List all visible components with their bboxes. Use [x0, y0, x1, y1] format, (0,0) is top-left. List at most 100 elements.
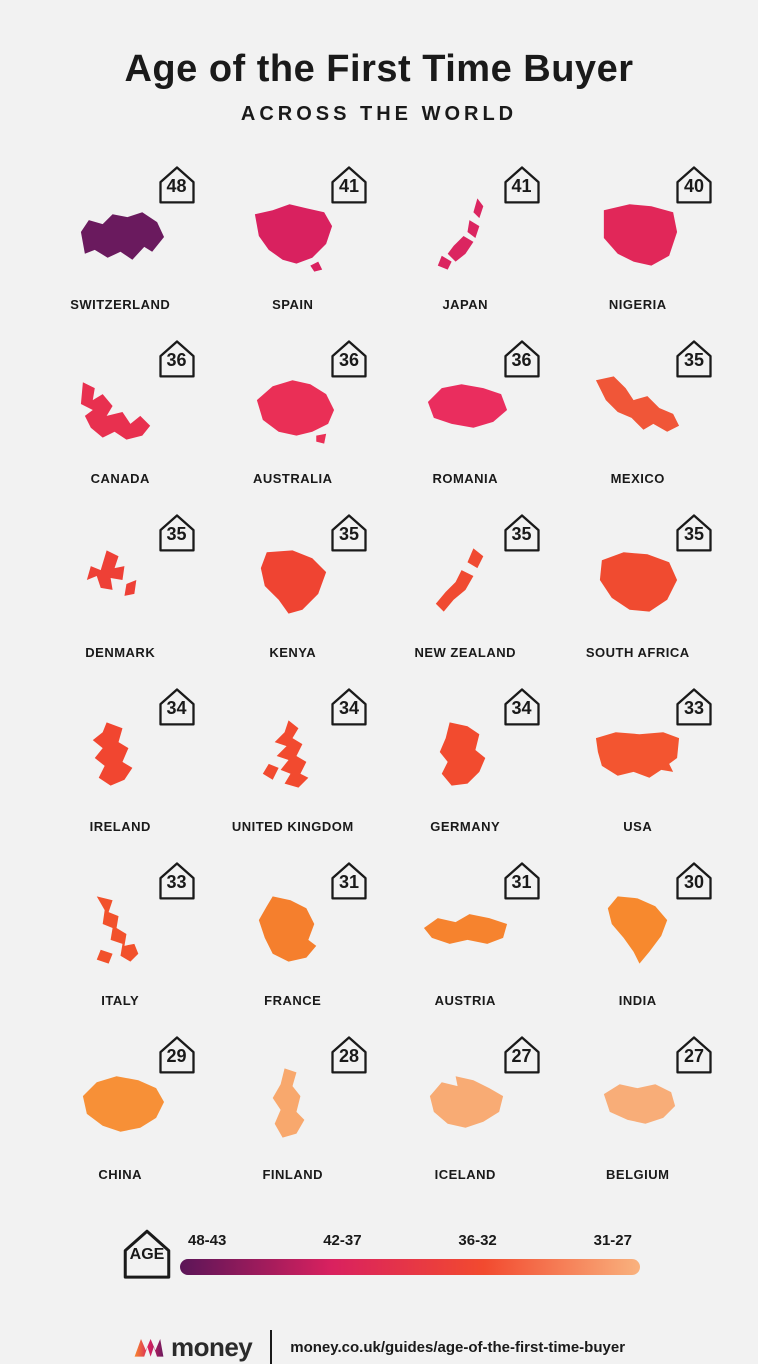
country-cell: 34 GERMANY	[385, 686, 546, 834]
footer-divider	[270, 1330, 272, 1364]
country-label: SOUTH AFRICA	[558, 645, 719, 660]
country-label: JAPAN	[385, 297, 546, 312]
country-label: AUSTRIA	[385, 993, 546, 1008]
age-house-icon: 35	[327, 510, 371, 554]
legend-gradient-bar	[180, 1259, 640, 1275]
country-cell: 36 ROMANIA	[385, 338, 546, 486]
country-label: SWITZERLAND	[40, 297, 201, 312]
country-cell: 40 NIGERIA	[558, 164, 719, 312]
age-value: 35	[155, 524, 199, 545]
legend-range-labels: 48-43 42-37 36-32 31-27	[180, 1232, 640, 1249]
age-house-icon: 34	[327, 684, 371, 728]
age-value: 31	[327, 872, 371, 893]
age-value: 31	[500, 872, 544, 893]
country-cell: 27 ICELAND	[385, 1034, 546, 1182]
age-value: 36	[327, 350, 371, 371]
country-cell: 31 AUSTRIA	[385, 860, 546, 1008]
legend-house-icon: AGE	[118, 1224, 176, 1282]
age-value: 41	[327, 176, 371, 197]
country-cell: 30 INDIA	[558, 860, 719, 1008]
country-cell: 48 SWITZERLAND	[40, 164, 201, 312]
country-cell: 36 CANADA	[40, 338, 201, 486]
country-label: CHINA	[40, 1167, 201, 1182]
country-cell: 29 CHINA	[40, 1034, 201, 1182]
age-house-icon: 28	[327, 1032, 371, 1076]
country-label: FRANCE	[213, 993, 374, 1008]
age-house-icon: 34	[155, 684, 199, 728]
age-value: 35	[500, 524, 544, 545]
age-value: 34	[327, 698, 371, 719]
age-house-icon: 30	[672, 858, 716, 902]
country-grid: 48 SWITZERLAND 41 SPAIN 41 JAPAN	[40, 164, 718, 1182]
age-value: 34	[155, 698, 199, 719]
country-cell: 41 JAPAN	[385, 164, 546, 312]
country-label: ROMANIA	[385, 471, 546, 486]
country-cell: 35 SOUTH AFRICA	[558, 512, 719, 660]
country-label: USA	[558, 819, 719, 834]
age-value: 35	[327, 524, 371, 545]
country-cell: 33 ITALY	[40, 860, 201, 1008]
legend: AGE 48-43 42-37 36-32 31-27	[40, 1224, 718, 1282]
age-house-icon: 36	[327, 336, 371, 380]
age-value: 28	[327, 1046, 371, 1067]
legend-range: 31-27	[594, 1232, 632, 1249]
country-label: BELGIUM	[558, 1167, 719, 1182]
legend-range: 42-37	[323, 1232, 361, 1249]
age-value: 41	[500, 176, 544, 197]
legend-range: 48-43	[188, 1232, 226, 1249]
country-label: UNITED KINGDOM	[213, 819, 374, 834]
age-house-icon: 31	[500, 858, 544, 902]
country-cell: 28 FINLAND	[213, 1034, 374, 1182]
age-house-icon: 36	[155, 336, 199, 380]
age-house-icon: 33	[155, 858, 199, 902]
brand-logo: money	[133, 1332, 252, 1363]
age-value: 27	[672, 1046, 716, 1067]
age-value: 48	[155, 176, 199, 197]
country-label: CANADA	[40, 471, 201, 486]
age-house-icon: 27	[672, 1032, 716, 1076]
country-cell: 35 NEW ZEALAND	[385, 512, 546, 660]
country-cell: 31 FRANCE	[213, 860, 374, 1008]
age-value: 35	[672, 524, 716, 545]
age-house-icon: 35	[500, 510, 544, 554]
country-cell: 27 BELGIUM	[558, 1034, 719, 1182]
age-house-icon: 48	[155, 162, 199, 206]
title: Age of the First Time Buyer	[40, 48, 718, 91]
age-value: 33	[672, 698, 716, 719]
age-house-icon: 34	[500, 684, 544, 728]
country-label: NIGERIA	[558, 297, 719, 312]
country-cell: 41 SPAIN	[213, 164, 374, 312]
country-cell: 35 DENMARK	[40, 512, 201, 660]
country-label: AUSTRALIA	[213, 471, 374, 486]
country-label: DENMARK	[40, 645, 201, 660]
country-label: IRELAND	[40, 819, 201, 834]
age-house-icon: 40	[672, 162, 716, 206]
country-cell: 33 USA	[558, 686, 719, 834]
age-value: 40	[672, 176, 716, 197]
country-label: ITALY	[40, 993, 201, 1008]
age-value: 29	[155, 1046, 199, 1067]
age-house-icon: 41	[500, 162, 544, 206]
age-value: 27	[500, 1046, 544, 1067]
legend-scale: 48-43 42-37 36-32 31-27	[180, 1232, 640, 1275]
age-house-icon: 41	[327, 162, 371, 206]
country-label: ICELAND	[385, 1167, 546, 1182]
country-label: KENYA	[213, 645, 374, 660]
age-house-icon: 33	[672, 684, 716, 728]
age-value: 36	[500, 350, 544, 371]
country-cell: 35 KENYA	[213, 512, 374, 660]
infographic-page: Age of the First Time Buyer ACROSS THE W…	[0, 0, 758, 1364]
country-cell: 34 IRELAND	[40, 686, 201, 834]
country-label: MEXICO	[558, 471, 719, 486]
legend-range: 36-32	[458, 1232, 496, 1249]
country-cell: 34 UNITED KINGDOM	[213, 686, 374, 834]
brand-mark-icon	[133, 1335, 165, 1359]
age-house-icon: 35	[155, 510, 199, 554]
age-value: 35	[672, 350, 716, 371]
age-house-icon: 29	[155, 1032, 199, 1076]
age-value: 33	[155, 872, 199, 893]
source-url: money.co.uk/guides/age-of-the-first-time…	[290, 1339, 625, 1356]
country-label: INDIA	[558, 993, 719, 1008]
age-value: 36	[155, 350, 199, 371]
country-label: NEW ZEALAND	[385, 645, 546, 660]
